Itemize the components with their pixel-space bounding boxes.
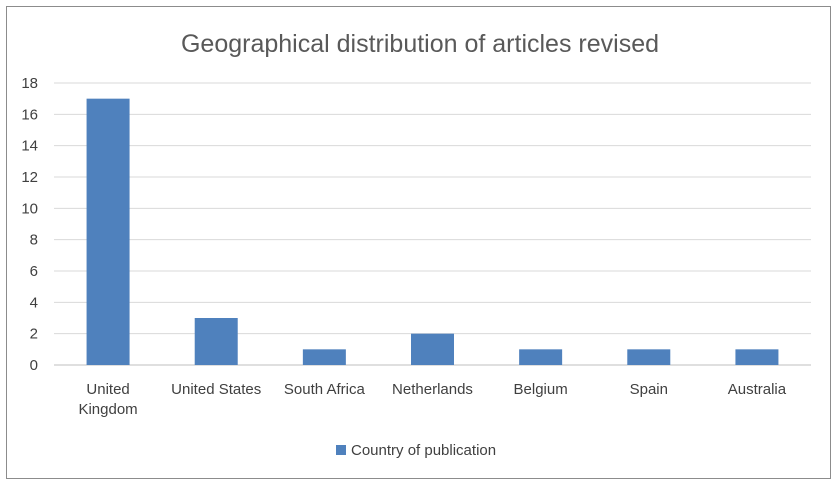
legend-label: Country of publication xyxy=(351,442,496,459)
y-tick-label: 0 xyxy=(30,357,38,374)
bar xyxy=(411,333,454,365)
x-tick-label-line: Netherlands xyxy=(392,381,473,398)
chart-title: Geographical distribution of articles re… xyxy=(181,30,659,58)
bar xyxy=(735,349,779,365)
x-tick-label-line: South Africa xyxy=(284,381,366,398)
x-tick-label-line: Kingdom xyxy=(78,401,137,418)
y-axis: 0 2 4 6 8 10 12 14 16 18 xyxy=(21,75,38,374)
x-tick-label-line: Belgium xyxy=(514,381,568,398)
gridlines xyxy=(54,82,811,366)
x-tick-label: United Kingdom xyxy=(78,381,137,418)
bars xyxy=(86,98,779,366)
y-tick-label: 2 xyxy=(30,326,38,343)
legend-swatch xyxy=(336,445,346,455)
x-tick-label: Belgium xyxy=(514,381,568,398)
x-tick-label-line: Australia xyxy=(728,381,787,398)
x-tick-label: Australia xyxy=(728,381,787,398)
x-tick-label-line: Spain xyxy=(630,381,668,398)
x-axis: United Kingdom United States South Africa Ne… xyxy=(78,381,786,418)
x-tick-label-line: United xyxy=(86,381,129,398)
bar xyxy=(519,349,563,365)
bar xyxy=(86,98,130,366)
legend: Country of publication xyxy=(336,442,496,459)
x-tick-label-line: United States xyxy=(171,381,261,398)
bar xyxy=(194,318,238,365)
bar xyxy=(302,349,346,365)
y-tick-label: 12 xyxy=(21,169,38,186)
x-tick-label: South Africa xyxy=(284,381,366,398)
y-tick-label: 6 xyxy=(30,263,38,280)
y-tick-label: 16 xyxy=(21,106,38,123)
y-tick-label: 10 xyxy=(21,200,38,217)
chart-frame xyxy=(6,6,831,479)
y-tick-label: 8 xyxy=(30,232,38,249)
x-tick-label: Netherlands xyxy=(392,381,473,398)
x-tick-label: Spain xyxy=(630,381,668,398)
bar xyxy=(627,349,671,365)
y-tick-label: 14 xyxy=(21,138,38,155)
x-tick-label: United States xyxy=(171,381,261,398)
y-tick-label: 18 xyxy=(21,75,38,92)
y-tick-label: 4 xyxy=(30,294,38,311)
